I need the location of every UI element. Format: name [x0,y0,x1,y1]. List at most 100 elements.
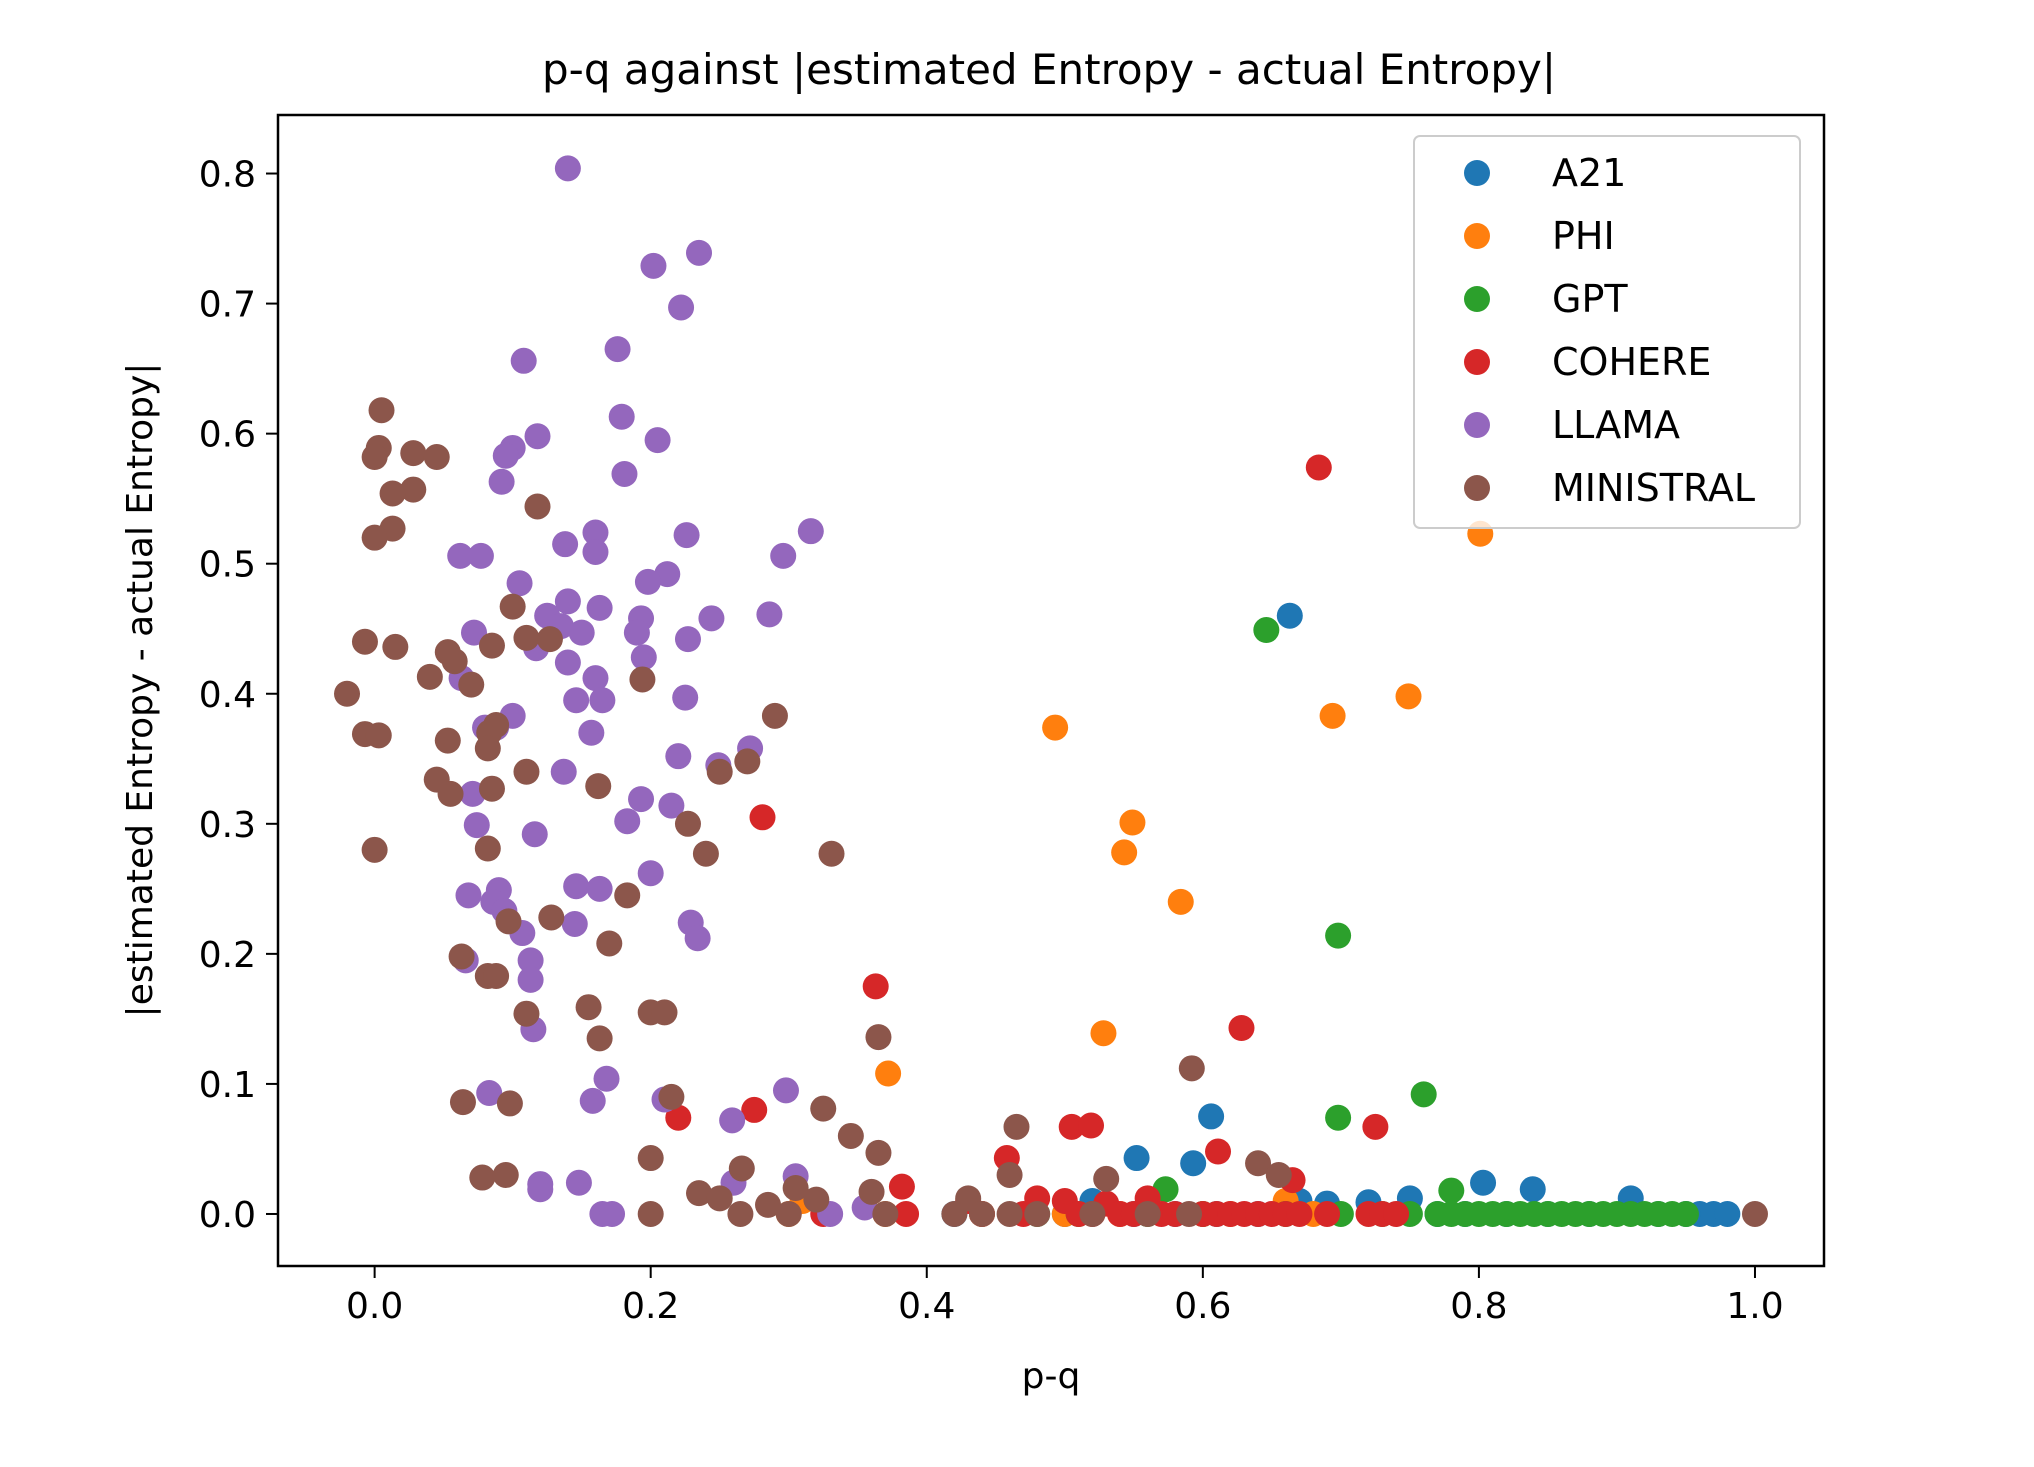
point-llama [554,155,581,182]
x-tick-label: 0.8 [1450,1286,1507,1327]
point-llama [640,252,667,279]
scatter-marks [334,155,1768,1227]
plot-frame [276,113,1826,1268]
point-llama [586,875,613,902]
point-ministral [810,1095,837,1122]
legend-label-cohere: COHERE [1552,340,1711,384]
point-llama [476,1080,503,1107]
point-llama [463,812,490,839]
point-ministral [1079,1200,1106,1227]
point-llama [586,594,613,621]
point-llama [554,588,581,615]
point-ministral [368,397,395,424]
legend-marker-phi [1464,223,1490,249]
point-llama [644,427,671,454]
point-ministral [536,626,563,653]
point-llama [719,1107,746,1134]
point-llama [608,403,635,430]
point-ministral [782,1174,809,1201]
point-llama [668,294,695,321]
point-llama [565,1169,592,1196]
legend-box [1413,135,1801,529]
point-ministral [614,882,641,909]
x-tick-label: 0.4 [898,1286,955,1327]
point-ministral [361,524,388,551]
point-llama [568,619,595,646]
point-a21 [1276,602,1303,629]
point-llama [510,347,537,374]
point-ministral [1178,1055,1205,1082]
point-ministral [596,930,623,957]
point-llama [455,882,482,909]
point-ministral [361,444,388,471]
point-cohere [1383,1200,1410,1227]
point-llama [488,468,515,495]
legend-marker-ministral [1464,475,1490,501]
point-cohere [1286,1200,1313,1227]
point-llama [665,743,692,770]
point-llama [563,873,590,900]
point-ministral [755,1191,782,1218]
point-ministral [538,904,565,931]
point-gpt [1253,617,1280,644]
point-llama [506,570,533,597]
point-llama [698,605,725,632]
point-ministral [968,1200,995,1227]
point-llama [589,687,616,714]
point-ministral [458,671,485,698]
point-ministral [658,1083,685,1110]
point-llama [658,792,685,819]
point-a21 [1123,1145,1150,1172]
point-phi [875,1060,902,1087]
point-ministral [400,476,427,503]
point-ministral [334,680,361,707]
legend-label-phi: PHI [1552,214,1615,258]
point-llama [517,966,544,993]
point-gpt [1410,1081,1437,1108]
point-ministral [437,780,464,807]
point-cohere [1305,454,1332,481]
point-llama [684,925,711,952]
point-ministral [423,444,450,471]
point-ministral [478,632,505,659]
point-ministral [416,663,443,690]
point-ministral [361,836,388,863]
series-llama [447,155,878,1227]
point-ministral [585,773,612,800]
point-cohere [1205,1138,1232,1165]
legend-marker-llama [1464,412,1490,438]
point-llama [552,531,579,558]
point-llama [554,649,581,676]
point-ministral [449,1089,476,1116]
point-ministral [474,735,501,762]
point-ministral [495,908,522,935]
point-ministral [496,1090,523,1117]
point-ministral [448,943,475,970]
point-phi [1090,1020,1117,1047]
point-llama [628,786,655,813]
point-llama [527,1176,554,1203]
point-ministral [865,1139,892,1166]
point-llama [604,336,631,363]
point-ministral [478,775,505,802]
series-cohere [665,454,1410,1227]
point-llama [461,619,488,646]
point-ministral [727,1200,754,1227]
x-tick-label: 0.2 [622,1286,679,1327]
legend: A21 PHI GPT COHERE LLAMA MINISTRAL [1413,135,1801,529]
point-llama [672,684,699,711]
point-gpt [1672,1200,1699,1227]
y-axis-label: |estimated Entropy - actual Entropy| [120,363,161,1018]
point-cohere [1058,1113,1085,1140]
point-llama [561,910,588,937]
point-phi [1395,683,1422,710]
point-phi [1167,888,1194,915]
chart-title: p-q against |estimated Entropy - actual … [542,45,1556,94]
point-ministral [469,1164,496,1191]
point-ministral [1093,1165,1120,1192]
point-ministral [441,648,468,675]
point-gpt [1438,1177,1465,1204]
point-ministral [1176,1200,1203,1227]
point-ministral [492,1161,519,1188]
